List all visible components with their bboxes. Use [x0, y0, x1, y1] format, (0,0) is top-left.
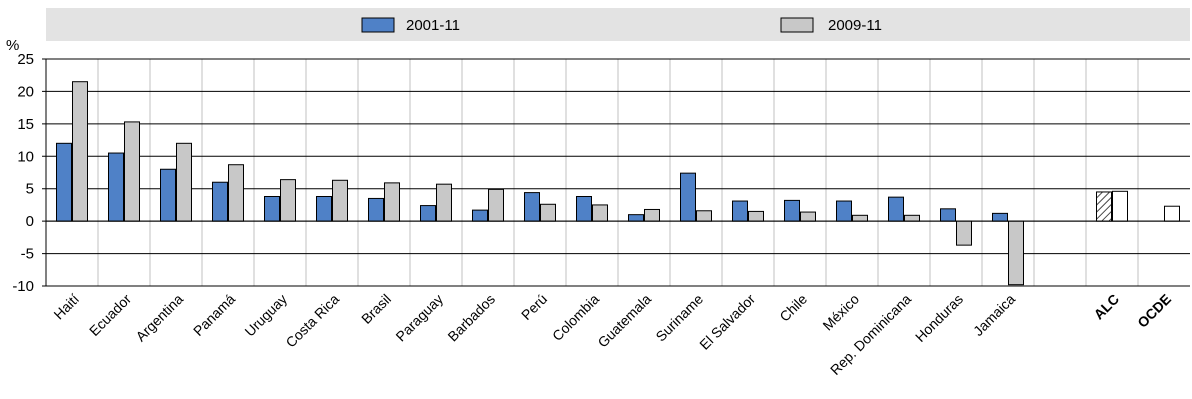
y-tick-label: 10: [17, 148, 34, 165]
bar-1: [524, 192, 540, 222]
bar-1: [108, 152, 124, 222]
y-axis-ticks: 25 20 15 10 5 0 -5 -10: [12, 51, 34, 295]
category-label: Suriname: [652, 291, 706, 345]
legend-swatch-series-2: [780, 17, 814, 33]
bar-1: [212, 181, 228, 222]
category-label: Jamaica: [970, 291, 1018, 339]
bar-1: [992, 212, 1008, 222]
bar-2: [176, 142, 192, 222]
category-label: Guatemala: [594, 291, 654, 351]
category-label: OCDE: [1134, 291, 1174, 331]
bar-2: [1008, 220, 1024, 286]
bar-2: [280, 179, 296, 222]
bar-2: [748, 210, 764, 222]
y-tick-label: 25: [17, 51, 34, 68]
bar-1: [888, 196, 904, 222]
bar-2: [124, 121, 140, 222]
legend-label-series-1: 2001-11: [406, 17, 460, 34]
bar-2: [852, 214, 868, 222]
legend-band: [46, 8, 1190, 41]
bar-2: [436, 183, 452, 222]
y-axis-label: %: [6, 37, 19, 54]
category-label: Costa Rica: [282, 291, 342, 351]
y-tick-label: 20: [17, 83, 34, 100]
bar-2: [1112, 190, 1128, 222]
bar-2: [956, 220, 972, 246]
bar-1: [576, 195, 592, 222]
legend-label-series-2: 2009-11: [828, 17, 882, 34]
bar-1: [472, 209, 488, 222]
category-label: Paraguay: [392, 291, 446, 345]
bar-1: [680, 172, 696, 222]
bar-2: [332, 179, 348, 222]
bar-2: [1164, 205, 1180, 222]
category-label: Haití: [50, 291, 82, 323]
bar-2: [904, 214, 920, 222]
category-label: Perú: [518, 291, 550, 323]
category-label: Barbados: [444, 291, 498, 345]
y-tick-label: 15: [17, 116, 34, 133]
bar-2: [540, 203, 556, 222]
bar-2: [384, 182, 400, 222]
category-label: El Salvador: [696, 291, 758, 353]
category-label: Brasil: [358, 291, 394, 327]
bar-1: [264, 195, 280, 222]
bar-2: [696, 210, 712, 222]
bar-1: [368, 197, 384, 222]
bar-1: [1096, 191, 1112, 222]
bar-1: [160, 168, 176, 222]
y-tick-label: 5: [26, 181, 34, 198]
category-label: Panamá: [190, 291, 238, 339]
category-label: Ecuador: [86, 291, 134, 339]
bar-2: [488, 188, 504, 222]
bars: [56, 81, 1180, 286]
bar-2: [800, 211, 816, 222]
legend: 2001-11 2009-11: [361, 17, 882, 34]
category-label: Uruguay: [241, 291, 290, 340]
bar-1: [784, 199, 800, 222]
bar-2: [72, 81, 88, 222]
bar-1: [940, 208, 956, 222]
bar-1: [420, 205, 436, 222]
bar-1: [836, 200, 852, 222]
y-tick-label: -10: [12, 278, 34, 295]
bar-2: [228, 164, 244, 222]
bar-2: [592, 204, 608, 222]
category-label: México: [819, 291, 862, 334]
legend-swatch-series-1: [361, 17, 395, 33]
category-label: Honduras: [912, 291, 966, 345]
category-label: ALC: [1090, 291, 1122, 323]
category-label: Argentina: [132, 291, 186, 345]
y-tick-label: -5: [21, 246, 34, 263]
category-label: Colombia: [549, 291, 602, 344]
bar-2: [644, 208, 660, 222]
bar-1: [316, 195, 332, 222]
y-tick-label: 0: [26, 213, 34, 230]
bar-1: [732, 200, 748, 222]
category-label: Chile: [776, 291, 810, 325]
bar-1: [628, 214, 644, 222]
bar-1: [56, 142, 72, 222]
